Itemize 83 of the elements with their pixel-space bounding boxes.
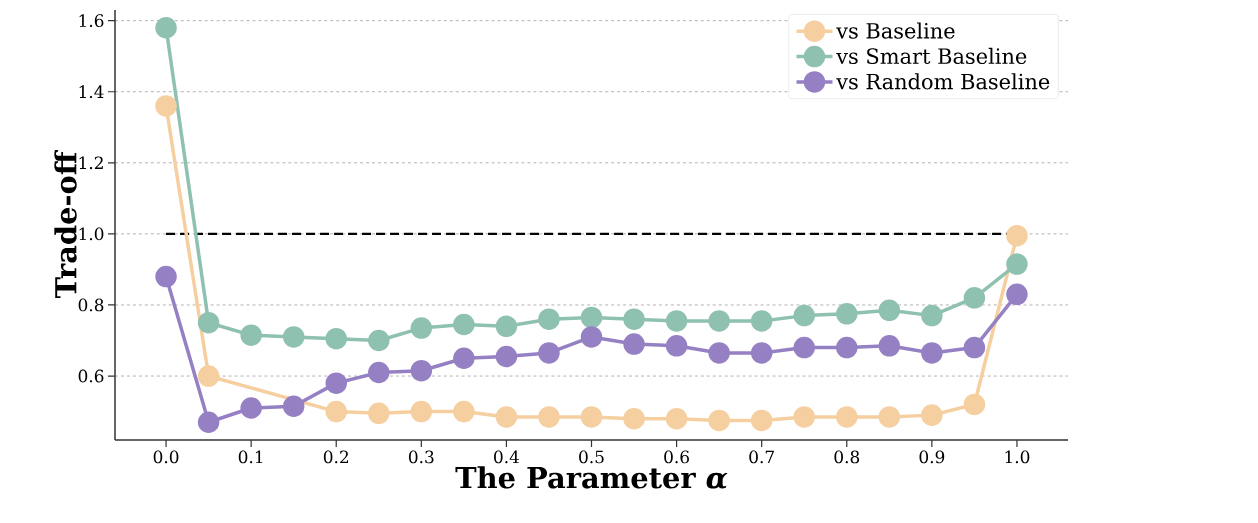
point bbox=[750, 342, 773, 364]
point bbox=[793, 336, 815, 359]
point bbox=[580, 406, 603, 428]
point bbox=[1006, 283, 1028, 306]
y-tick-label: 0.8 bbox=[78, 298, 104, 312]
x-tick-label: 0.2 bbox=[323, 450, 349, 464]
point bbox=[836, 303, 858, 325]
point bbox=[623, 333, 645, 355]
point bbox=[793, 406, 815, 428]
point bbox=[708, 310, 730, 332]
point bbox=[963, 393, 986, 416]
y-tick-label: 1.6 bbox=[79, 14, 104, 28]
point bbox=[410, 359, 433, 382]
point bbox=[282, 326, 305, 348]
point bbox=[197, 411, 220, 433]
point bbox=[538, 342, 560, 364]
point bbox=[538, 308, 560, 330]
point bbox=[410, 317, 433, 339]
point bbox=[453, 347, 475, 370]
x-tick-label: 0.3 bbox=[408, 450, 434, 464]
point bbox=[1006, 224, 1028, 247]
point bbox=[325, 400, 347, 423]
y-tick-label: 0.6 bbox=[78, 369, 104, 383]
y-axis-title: Trade-off bbox=[54, 149, 77, 299]
point bbox=[240, 397, 262, 419]
point bbox=[878, 335, 901, 357]
point bbox=[921, 404, 943, 426]
point bbox=[197, 311, 220, 334]
point bbox=[708, 409, 730, 432]
point bbox=[665, 310, 688, 332]
point bbox=[453, 400, 475, 423]
x-tick-label: 0.4 bbox=[494, 450, 520, 464]
point bbox=[921, 342, 943, 364]
y-tick-label: 1.4 bbox=[79, 85, 104, 99]
x-tick-label: 1.0 bbox=[1005, 450, 1030, 464]
point bbox=[1006, 253, 1028, 275]
x-tick-label: 0.8 bbox=[834, 450, 860, 464]
point bbox=[368, 329, 390, 352]
point bbox=[325, 327, 347, 350]
point bbox=[495, 345, 518, 368]
x-axis-title: The Parameter α bbox=[455, 466, 728, 489]
x-tick-label: 0.6 bbox=[664, 450, 689, 464]
point bbox=[197, 365, 220, 387]
y-tick-label: 1.0 bbox=[79, 227, 104, 241]
point bbox=[155, 265, 177, 288]
point bbox=[155, 95, 177, 117]
point bbox=[836, 406, 858, 428]
point bbox=[495, 406, 518, 428]
point bbox=[963, 336, 986, 359]
point bbox=[793, 304, 815, 327]
point bbox=[282, 395, 305, 417]
point bbox=[665, 407, 688, 430]
point bbox=[665, 335, 688, 357]
point bbox=[453, 313, 475, 336]
legend-label: vs Baseline bbox=[836, 22, 955, 39]
point bbox=[750, 409, 773, 432]
point bbox=[240, 324, 262, 346]
point bbox=[921, 304, 943, 327]
point bbox=[750, 310, 773, 332]
x-tick-label: 0.5 bbox=[579, 450, 604, 464]
legend-label: vs Smart Baseline bbox=[836, 47, 1027, 65]
point bbox=[495, 315, 518, 338]
point bbox=[878, 299, 901, 322]
point bbox=[878, 406, 901, 428]
y-tick-label: 1.2 bbox=[79, 156, 103, 170]
point bbox=[623, 308, 645, 330]
point bbox=[325, 372, 347, 394]
point bbox=[708, 342, 730, 364]
x-tick-label: 0.1 bbox=[238, 450, 263, 464]
point bbox=[155, 17, 177, 39]
legend-label: vs Random Baseline bbox=[836, 73, 1050, 90]
x-tick-label: 0.9 bbox=[919, 450, 945, 464]
point bbox=[538, 406, 560, 428]
point bbox=[963, 287, 986, 309]
point bbox=[580, 326, 603, 348]
point bbox=[368, 402, 390, 425]
point bbox=[410, 400, 433, 423]
x-tick-label: 0.0 bbox=[153, 450, 179, 464]
point bbox=[623, 407, 645, 430]
x-tick-label: 0.7 bbox=[749, 450, 774, 464]
point bbox=[836, 336, 858, 359]
point bbox=[580, 306, 603, 329]
point bbox=[368, 361, 390, 384]
